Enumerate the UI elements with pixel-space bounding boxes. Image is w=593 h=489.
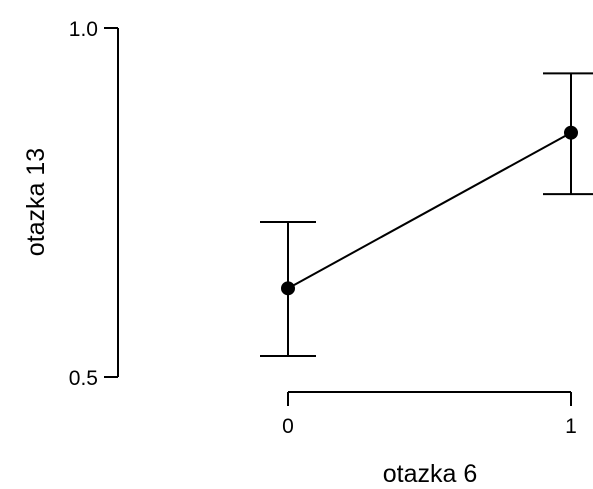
- y-tick-label: 0.5: [69, 367, 98, 390]
- x-tick-label: 0: [282, 415, 294, 438]
- data-point: [281, 281, 295, 296]
- x-axis-title: otazka 6: [383, 460, 478, 488]
- x-tick-label: 1: [565, 415, 577, 438]
- y-ticks: 0.5 1.0: [69, 18, 118, 390]
- y-tick-label: 1.0: [69, 18, 98, 41]
- y-axis-title: otazka 13: [22, 148, 50, 256]
- series-line: [287, 131, 572, 290]
- data-point: [564, 125, 578, 140]
- plot-marks: [260, 72, 593, 358]
